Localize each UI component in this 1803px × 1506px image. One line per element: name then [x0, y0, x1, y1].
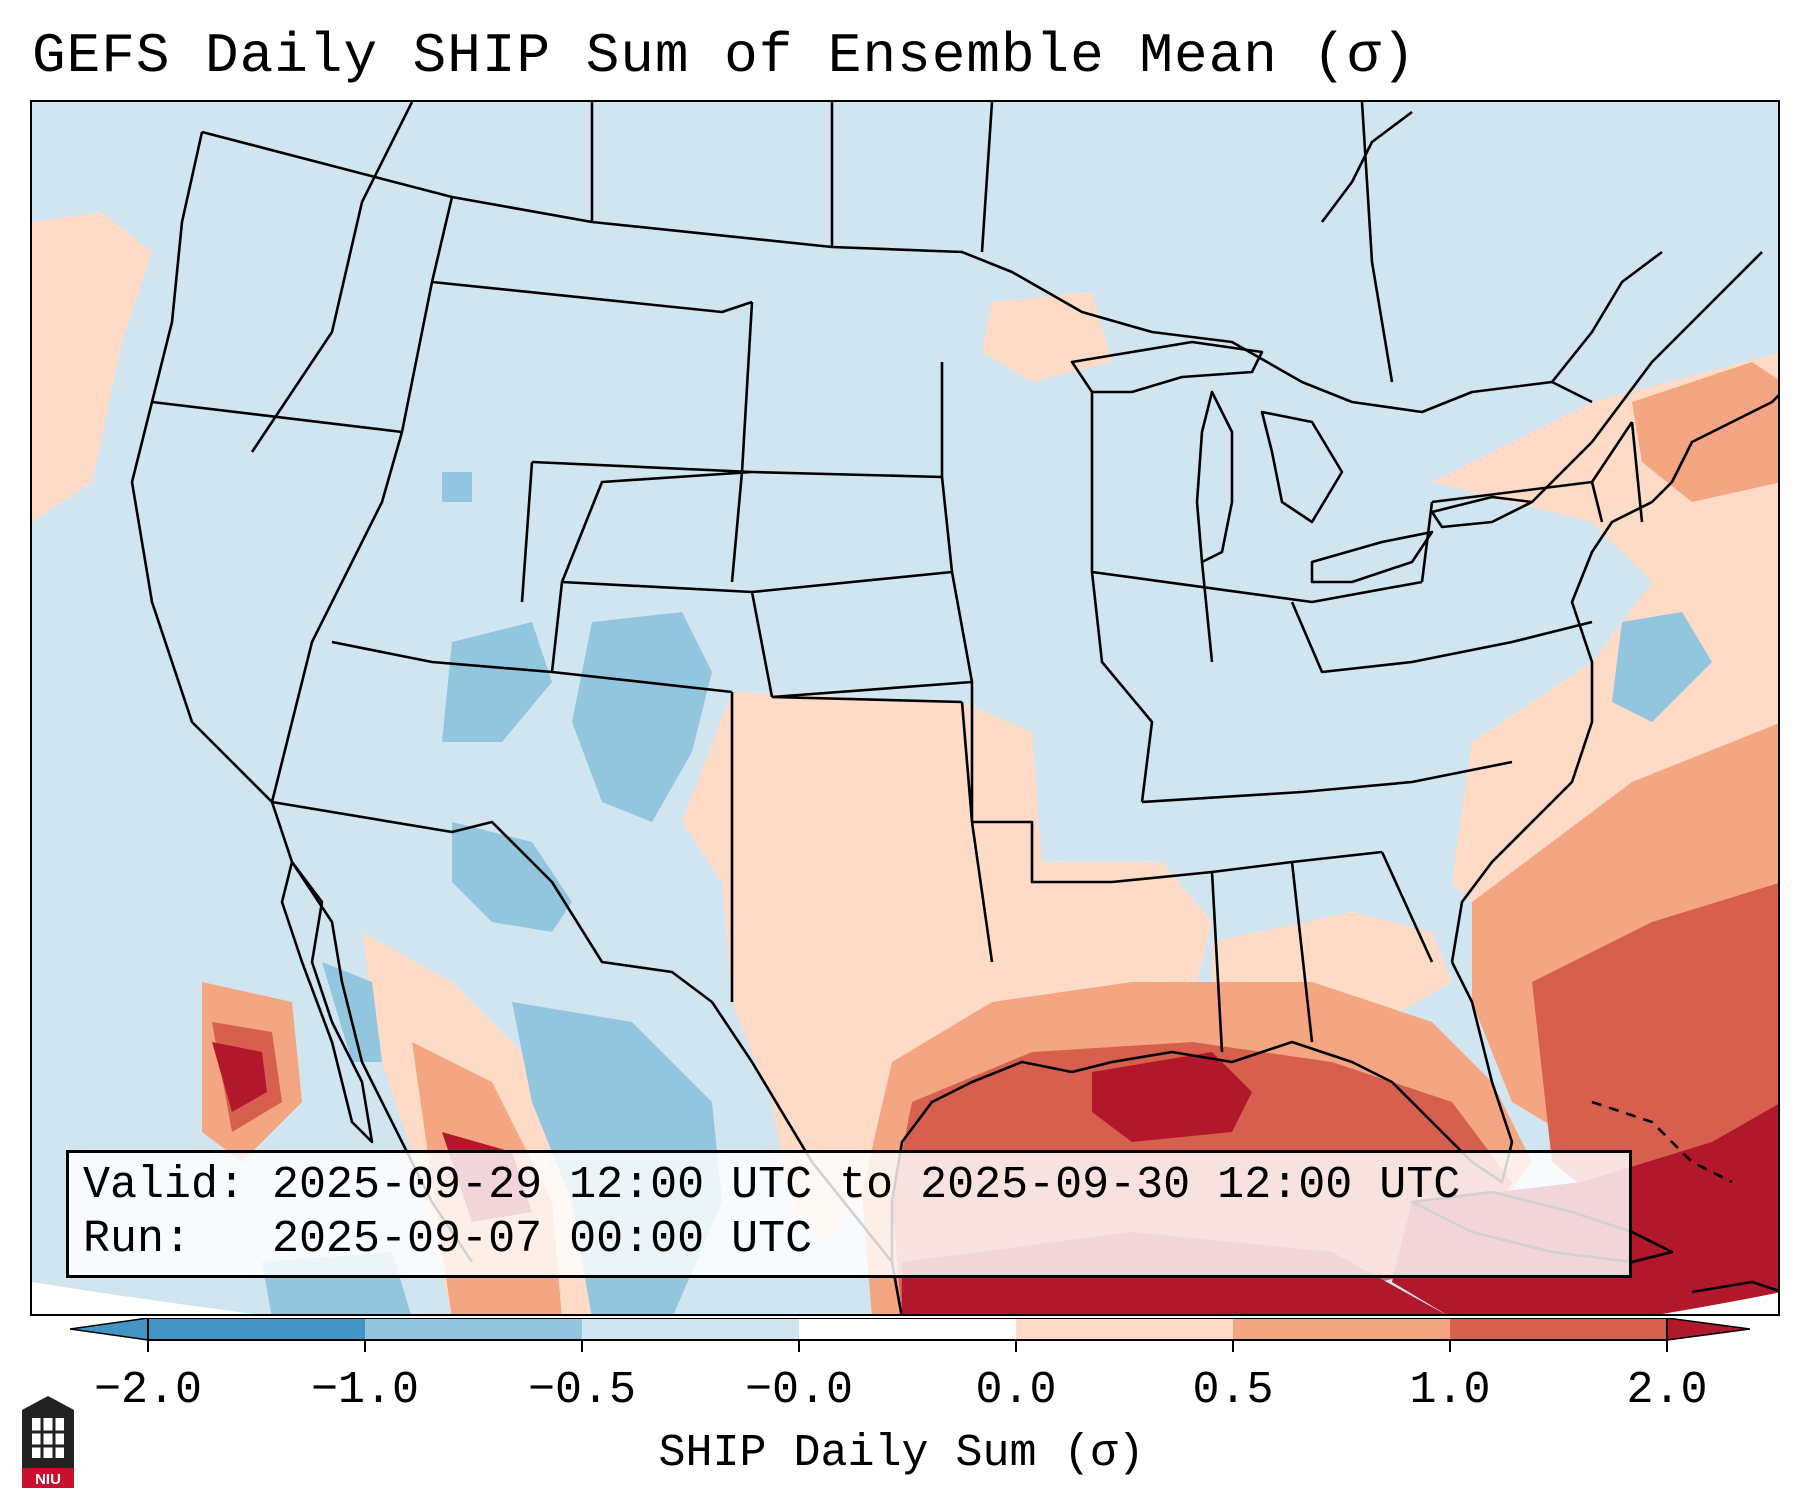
anomaly-pos-medium-newengland — [1632, 362, 1778, 502]
anomaly-pos-light-plains — [682, 692, 1212, 1242]
state-borders-east — [1090, 392, 1513, 1053]
gulf-coastline-east — [1111, 961, 1514, 1184]
colorbar-seg-0-05 — [1016, 1318, 1233, 1340]
hudson-bay-coast — [1320, 110, 1413, 223]
projection-edge — [32, 1282, 1778, 1314]
colorbar-seg-05-1 — [1233, 1318, 1450, 1340]
atlantic-coastline — [1450, 394, 1778, 963]
map-panel[interactable] — [30, 100, 1780, 1316]
colorbar-label: SHIP Daily Sum (σ) — [658, 1428, 1145, 1479]
anomaly-pos-light-pacific — [32, 212, 152, 522]
us-canada-border — [201, 130, 1663, 414]
anomaly-neg-utah — [442, 622, 552, 742]
colorbar-tick-label: −0.0 — [744, 1365, 854, 1416]
niu-logo-text: NIU — [35, 1471, 61, 1488]
colorbar-seg-neg05-0 — [582, 1318, 799, 1340]
anomaly-neg-idaho — [442, 472, 472, 502]
anomaly-neg-colorado — [572, 612, 712, 822]
lake-ontario — [1430, 495, 1534, 529]
colorbar-tick-label: 0.5 — [1192, 1365, 1274, 1416]
valid-time-box: Valid: 2025-09-29 12:00 UTC to 2025-09-3… — [66, 1150, 1632, 1278]
colorbar-tick-label: −1.0 — [310, 1365, 420, 1416]
colorbar-tick-label: 2.0 — [1626, 1365, 1708, 1416]
lake-huron — [1260, 410, 1344, 524]
lake-erie — [1310, 530, 1434, 584]
pacific-coastline — [130, 131, 474, 1263]
baja-coastline — [280, 860, 374, 1144]
anomaly-neg-baja — [322, 962, 382, 1062]
hispaniola-coastline — [1691, 1280, 1778, 1294]
colorbar — [70, 1318, 1750, 1352]
anomaly-neg-arizona — [452, 822, 572, 932]
colorbar-seg-zero — [799, 1318, 1016, 1340]
colorbar-seg-neg2-neg1 — [148, 1318, 365, 1340]
run-time-text: Run: 2025-09-07 00:00 UTC — [83, 1214, 813, 1265]
lake-michigan — [1195, 390, 1234, 564]
state-borders-northeast — [1420, 380, 1644, 644]
map-canvas — [32, 102, 1778, 1314]
state-borders-west — [151, 196, 963, 1002]
anomaly-pos-vstrong-gulf — [1092, 1052, 1252, 1142]
colorbar-seg-neg1-neg05 — [365, 1318, 582, 1340]
canada-province-borders — [360, 102, 1394, 383]
mexico-border — [271, 800, 713, 1004]
anomaly-neg-atlantic — [1612, 612, 1712, 722]
valid-time-text: Valid: 2025-09-29 12:00 UTC to 2025-09-3… — [83, 1160, 1461, 1211]
lake-superior — [1070, 340, 1264, 394]
colorbar-tick-label: 1.0 — [1409, 1365, 1491, 1416]
map-title: GEFS Daily SHIP Sum of Ensemble Mean (σ) — [32, 24, 1417, 88]
bahamas-islands — [1591, 1100, 1733, 1184]
colorbar-right-arrow-icon — [1666, 1318, 1750, 1341]
colorbar-left-arrow-icon — [70, 1318, 149, 1341]
colorbar-tick-label: 0.0 — [975, 1365, 1057, 1416]
map-borders — [130, 102, 1778, 1314]
state-borders-central — [730, 301, 1112, 963]
niu-logo-icon: NIU — [22, 1396, 74, 1488]
colorbar-tick-label: −0.5 — [527, 1365, 637, 1416]
colorbar-tick-label: −2.0 — [93, 1365, 203, 1416]
anomaly-pos-vstrong-pacific — [212, 1042, 267, 1112]
colorbar-seg-1-2 — [1450, 1318, 1667, 1340]
st-lawrence — [1531, 251, 1763, 503]
